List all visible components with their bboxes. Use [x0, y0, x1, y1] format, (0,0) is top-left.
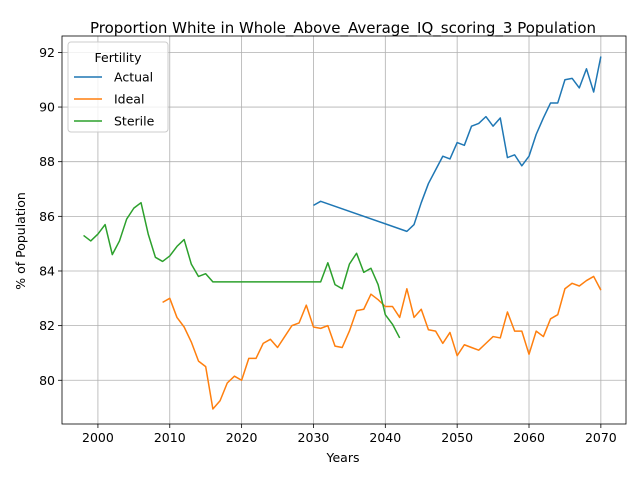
y-tick-label: 92 [39, 45, 55, 60]
chart-title: Proportion White in Whole_Above_Average_… [90, 19, 596, 38]
x-tick-label: 2010 [154, 430, 186, 445]
x-tick-label: 2020 [226, 430, 258, 445]
legend-box [67, 41, 169, 133]
legend-label-ideal: Ideal [114, 92, 144, 107]
x-axis-title: Years [326, 450, 360, 465]
y-axis-title: % of Population [13, 192, 28, 290]
x-tick-label: 2050 [441, 430, 473, 445]
plot-area-frame [61, 35, 627, 425]
y-tick-label: 86 [39, 209, 55, 224]
legend-title: Fertility [95, 50, 143, 65]
series-line-sterile [83, 201, 401, 339]
x-tick-label: 2040 [369, 430, 401, 445]
y-tick-label: 84 [39, 263, 55, 278]
y-tick-label: 88 [39, 154, 55, 169]
x-axis-ticks: 2000 2010 2020 2030 2040 2050 2060 2070 [82, 424, 617, 445]
legend-label-sterile: Sterile [114, 114, 155, 129]
legend-label-actual: Actual [114, 70, 153, 85]
x-tick-label: 2070 [585, 430, 617, 445]
x-tick-label: 2060 [513, 430, 545, 445]
x-tick-label: 2000 [82, 430, 114, 445]
grid-lines [62, 36, 626, 424]
y-tick-label: 82 [39, 318, 55, 333]
series-line-ideal [162, 275, 602, 410]
y-axis-ticks: 80 82 84 86 88 90 92 [39, 45, 62, 388]
legend: Fertility Actual Ideal Sterile [67, 41, 169, 133]
series-lines [83, 56, 602, 410]
y-tick-label: 80 [39, 373, 55, 388]
series-line-actual [313, 56, 602, 233]
y-tick-label: 90 [39, 100, 55, 115]
x-tick-label: 2030 [298, 430, 330, 445]
